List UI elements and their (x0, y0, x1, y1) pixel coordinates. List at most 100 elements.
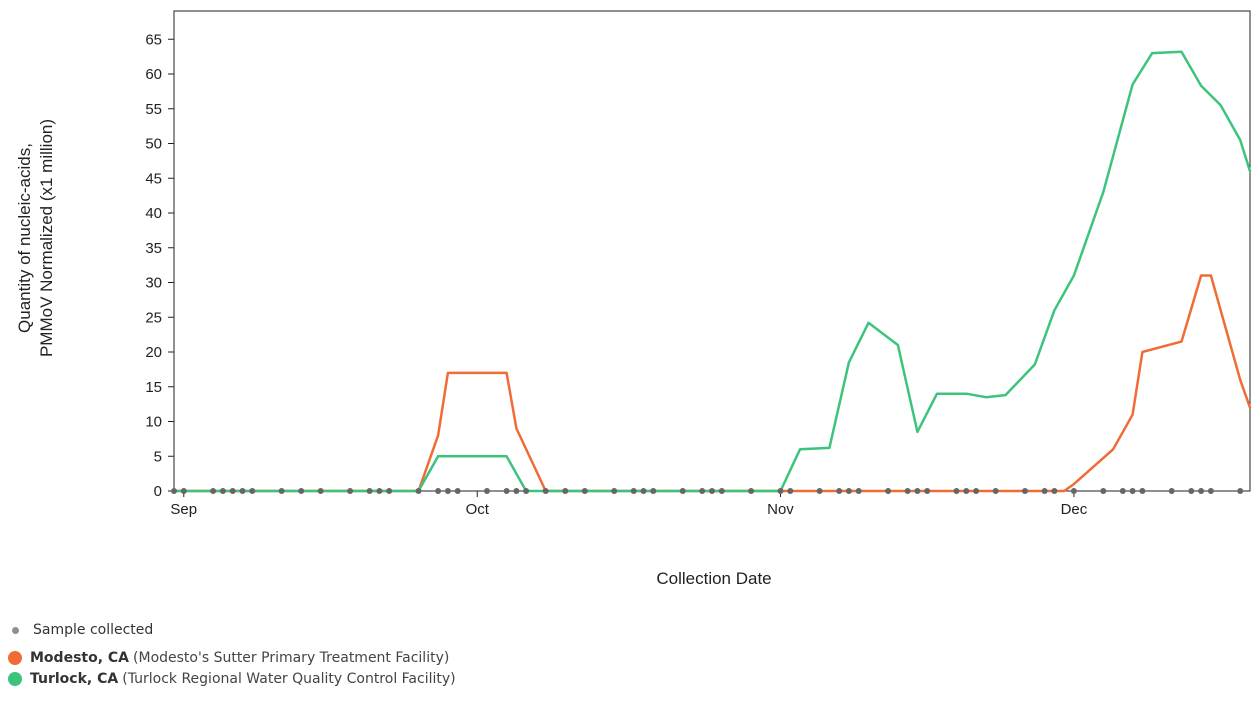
sample-dot (787, 488, 794, 494)
y-tick-label: 5 (154, 448, 162, 465)
legend-sample-collected: Sample collected (8, 620, 908, 640)
sample-dot (914, 488, 921, 494)
y-tick-label: 0 (154, 483, 162, 500)
sample-dot (562, 488, 569, 494)
sample-dot (484, 488, 490, 494)
sample-dot (640, 488, 647, 494)
sample-dot (1119, 488, 1126, 494)
sample-dot (777, 488, 784, 494)
sample-dot (611, 488, 618, 494)
sample-dot (435, 488, 442, 494)
sample-dot (1051, 488, 1058, 494)
sample-dot (503, 488, 510, 494)
sample-dot (249, 488, 256, 494)
sample-dot (513, 488, 520, 494)
y-axis-title-line-2: PMMoV Normalized (x1 million) (37, 119, 56, 357)
sample-dots (171, 488, 1244, 494)
sample-dot (171, 488, 177, 494)
sample-dot (992, 488, 999, 494)
legend-site-name: Turlock, CA (30, 671, 119, 687)
y-tick-label: 30 (145, 275, 162, 292)
sample-dot (953, 488, 960, 494)
sample-dot (1070, 488, 1077, 494)
sample-dot (298, 488, 305, 494)
y-tick-label: 65 (145, 31, 162, 48)
y-tick-label: 25 (145, 309, 162, 326)
sample-dot (1139, 488, 1146, 494)
sample-dot (444, 488, 451, 494)
y-tick-label: 55 (145, 101, 162, 118)
sample-dot (855, 488, 862, 494)
sample-dot (239, 488, 246, 494)
legend-facility-name: (Turlock Regional Water Quality Control … (122, 671, 456, 687)
sample-dot (709, 488, 715, 494)
sample-dot-icon (12, 626, 19, 634)
sample-dot (229, 488, 236, 494)
y-tick-label: 10 (145, 414, 162, 431)
legend: Sample collected Modesto, CA (Modesto's … (8, 620, 908, 690)
sample-dot (386, 488, 393, 494)
sample-dot (1129, 488, 1136, 494)
sample-dot (180, 488, 187, 494)
legend-facility-name: (Modesto's Sutter Primary Treatment Faci… (133, 650, 450, 666)
sample-dot (973, 488, 980, 494)
sample-dot (317, 488, 324, 494)
series-line-modesto-ca (172, 274, 1252, 493)
y-tick-label: 50 (145, 136, 162, 153)
y-tick-label: 15 (145, 379, 162, 396)
sample-dot (523, 488, 530, 494)
sample-dot (924, 488, 931, 494)
sample-dot (836, 488, 843, 494)
legend-item-turlock: Turlock, CA (Turlock Regional Water Qual… (8, 669, 908, 689)
sample-dot (963, 488, 970, 494)
x-tick-label: Oct (466, 501, 490, 518)
y-tick-label: 40 (145, 205, 162, 222)
sample-dot (1100, 488, 1107, 494)
legend-item-modesto: Modesto, CA (Modesto's Sutter Primary Tr… (8, 648, 908, 668)
y-axis-title: Quantity of nucleic-acids, PMMoV Normali… (15, 119, 56, 357)
line-chart: Quantity of nucleic-acids, PMMoV Normali… (15, 10, 1252, 588)
series-lines (172, 50, 1252, 493)
turlock-color-dot-icon (8, 672, 22, 686)
sample-dot (1198, 488, 1205, 494)
sample-dot (885, 488, 892, 494)
x-tick-label: Sep (170, 501, 197, 518)
x-tick-label: Dec (1061, 501, 1088, 518)
sample-dot (630, 488, 637, 494)
plot-frame (173, 10, 1251, 492)
sample-dot (679, 488, 686, 494)
sample-dot (748, 488, 755, 494)
sample-dot (1022, 488, 1028, 494)
y-tick-label: 45 (145, 170, 162, 187)
sample-dot (454, 488, 461, 494)
sample-dot (210, 488, 217, 494)
y-axis-title-line-1: Quantity of nucleic-acids, (15, 143, 34, 333)
sample-dot (1168, 488, 1175, 494)
x-tick-label: Nov (767, 501, 794, 518)
y-tick-label: 20 (145, 344, 162, 361)
sample-dot (366, 488, 373, 494)
sample-dot (581, 488, 588, 494)
sample-dot (816, 488, 823, 494)
x-axis: Sep Oct Nov Dec (170, 491, 1088, 518)
sample-dot (650, 488, 657, 494)
sample-dot (376, 488, 383, 494)
y-tick-label: 35 (145, 240, 162, 257)
sample-dot (845, 488, 852, 494)
modesto-color-dot-icon (8, 651, 22, 665)
legend-sample-label: Sample collected (33, 622, 154, 638)
sample-dot (278, 488, 285, 494)
sample-dot (542, 488, 549, 494)
sample-dot (1188, 488, 1195, 494)
sample-dot (1237, 488, 1244, 494)
sample-dot (219, 488, 226, 494)
sample-dot (1041, 488, 1048, 494)
sample-dot (347, 488, 354, 494)
legend-site-name: Modesto, CA (30, 650, 130, 666)
sample-dot (718, 488, 725, 494)
x-axis-title: Collection Date (656, 569, 771, 588)
sample-dot (1207, 488, 1214, 494)
sample-dot (904, 488, 911, 494)
series-line-turlock-ca (172, 50, 1252, 493)
y-axis: 0 5 10 15 20 25 30 35 40 45 50 55 60 65 (145, 31, 174, 500)
